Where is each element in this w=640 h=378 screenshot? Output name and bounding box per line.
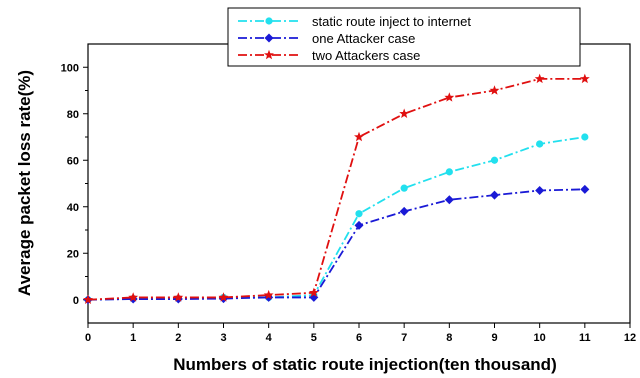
- x-tick-label: 5: [311, 332, 317, 344]
- series-line: [87, 136, 585, 301]
- data-point: [536, 140, 544, 148]
- y-tick-label: 40: [67, 202, 79, 214]
- data-point: [354, 220, 364, 230]
- series-line: [87, 77, 585, 301]
- data-point: [490, 156, 499, 164]
- data-point: [355, 210, 363, 218]
- data-point: [445, 168, 453, 176]
- y-axis-title: Average packet loss rate(%): [15, 70, 34, 296]
- legend-label: static route inject to internet: [312, 14, 471, 29]
- data-point: [534, 73, 545, 84]
- plot-frame: [87, 43, 631, 324]
- data-point: [489, 85, 500, 95]
- data-point: [490, 190, 499, 200]
- data-point: [581, 133, 589, 141]
- x-tick-label: 2: [175, 332, 181, 344]
- y-tick-label: 80: [67, 109, 79, 121]
- data-point: [444, 92, 455, 102]
- legend: static route inject to internet one Attac…: [227, 7, 581, 67]
- legend-label: two Attackers case: [312, 48, 420, 63]
- x-tick-label: 1: [130, 332, 136, 344]
- x-tick-label: 7: [401, 332, 407, 344]
- series-star: [83, 73, 590, 304]
- x-tick-label: 3: [220, 332, 226, 344]
- data-point: [400, 184, 408, 192]
- legend-label: one Attacker case: [312, 31, 415, 46]
- x-tick-label: 12: [624, 332, 636, 344]
- y-tick-label: 100: [61, 62, 79, 74]
- legend-entry: one Attacker case: [238, 31, 415, 46]
- y-tick-label: 60: [67, 155, 79, 167]
- series-circle: [84, 133, 589, 304]
- data-point: [580, 184, 590, 194]
- legend-box: [227, 7, 581, 67]
- data-point: [354, 131, 364, 142]
- series-line: [87, 188, 585, 301]
- x-axis-title: Numbers of static route injection(ten th…: [173, 355, 556, 374]
- x-tick-label: 6: [356, 332, 362, 344]
- x-tick-label: 11: [579, 332, 591, 344]
- series-diamond: [83, 184, 590, 305]
- data-point: [218, 292, 229, 302]
- x-tick-label: 8: [446, 332, 452, 344]
- x-axis: 0 1 2 3 4 5 6 7 8 9 10 11 12: [85, 323, 636, 344]
- legend-entry: two Attackers case: [238, 48, 420, 63]
- legend-entry: static route inject to internet: [238, 14, 471, 29]
- legend-marker: [264, 33, 274, 43]
- data-point: [444, 195, 454, 205]
- x-tick-label: 9: [491, 332, 497, 344]
- data-point: [399, 206, 409, 216]
- legend-marker: [265, 17, 273, 25]
- data-point: [535, 185, 545, 195]
- data-point: [308, 287, 319, 297]
- y-tick-label: 20: [67, 248, 79, 260]
- legend-marker: [264, 49, 274, 60]
- data-point: [128, 292, 139, 302]
- data-point: [579, 73, 590, 84]
- x-tick-label: 0: [85, 332, 91, 344]
- x-tick-label: 10: [534, 332, 546, 344]
- data-point: [399, 108, 410, 118]
- y-axis: 0 20 40 60 80 100: [61, 62, 88, 307]
- data-point: [83, 294, 93, 304]
- x-tick-label: 4: [266, 332, 273, 344]
- series-layer: [83, 73, 590, 305]
- data-point: [173, 292, 184, 302]
- y-tick-label: 0: [73, 295, 79, 307]
- data-point: [263, 289, 274, 300]
